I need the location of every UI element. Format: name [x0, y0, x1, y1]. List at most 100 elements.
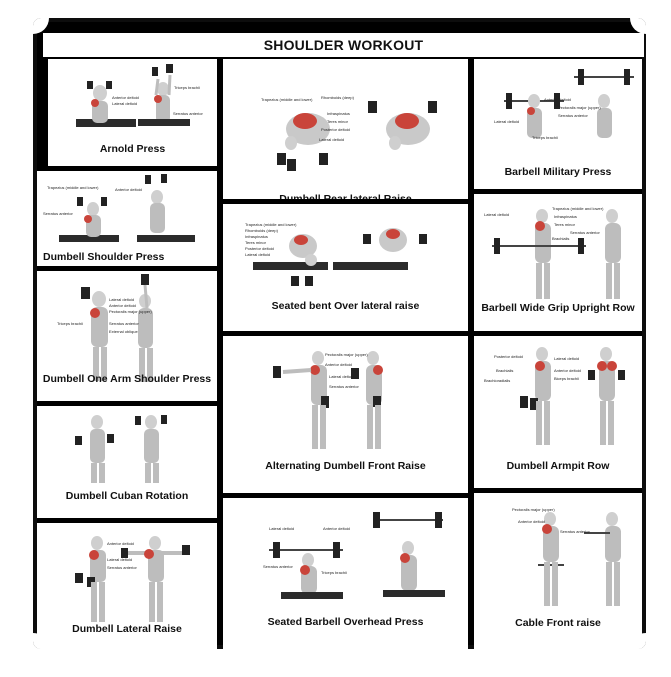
exercise-caption: Dumbell Cuban Rotation	[65, 490, 189, 502]
seated-barbell-press-figures-icon: Lateral deltoid Anterior deltoid Serratu…	[263, 512, 445, 599]
label-infraspinatus: Infraspinatus	[327, 111, 350, 116]
label-triceps-brachii: Triceps brachii	[532, 135, 558, 140]
label-lateral-deltoid: Lateral deltoid	[329, 374, 354, 379]
panel-dumbell-armpit-row: Posterior deltoid Lateral deltoid Brachi…	[474, 336, 642, 488]
dumbell-one-arm-press-figures-icon: Lateral deltoid Anterior deltoid Pectora…	[57, 274, 153, 382]
label-rhomboids-deep: Rhomboids (deep)	[321, 95, 355, 100]
label-anterior-deltoid: Anterior deltoid	[107, 541, 134, 546]
poster: SHOULDER WORKOUT Anterior deltoid Latera…	[37, 22, 644, 649]
label-anterior-deltoid: Anterior deltoid	[518, 519, 545, 524]
label-serratus-anterior: Serratus anterior	[560, 529, 590, 534]
label-posterior-deltoid: Posterior deltoid	[321, 127, 350, 132]
label-teres-minor: Teres minor	[245, 240, 267, 245]
label-brachialis: Brachialis	[552, 236, 569, 241]
label-pectoralis-major-upper: Pectoralis major (upper)	[325, 352, 368, 357]
panel-dumbell-rear-lateral-raise: Trapezius (middle and lower) Rhomboids (…	[223, 59, 468, 199]
panel-barbell-wide-grip-upright-row: Trapezius (middle and lower) Infraspinat…	[474, 194, 642, 331]
rear-lateral-raise-figures-icon: Trapezius (middle and lower) Rhomboids (…	[261, 95, 437, 171]
exercise-caption: Dumbell Shoulder Press	[43, 251, 165, 263]
label-anterior-deltoid: Anterior deltoid	[112, 95, 139, 100]
label-lateral-deltoid: Lateral deltoid	[269, 526, 294, 531]
label-trapezius: Trapezius (middle and lower)	[47, 185, 99, 190]
label-anterior-deltoid: Anterior deltoid	[115, 187, 142, 192]
panel-dumbell-cuban-rotation: Dumbell Cuban Rotation	[37, 406, 217, 518]
panel-seated-bent-over-lateral-raise: Trapezius (middle and lower) Rhomboids (…	[223, 204, 468, 331]
seated-bent-over-figures-icon: Trapezius (middle and lower) Rhomboids (…	[245, 222, 427, 286]
exercise-caption: Dumbell Armpit Row	[506, 460, 610, 472]
panel-barbell-military-press: Anterior deltoid Pectoralis major (upper…	[474, 59, 642, 189]
exercise-caption: Barbell Wide Grip Upright Row	[481, 302, 635, 314]
label-biceps-brachii: Biceps brachii	[554, 376, 579, 381]
panel-alternating-dumbell-front-raise: Pectoralis major (upper) Anterior deltoi…	[223, 336, 468, 493]
label-external-oblique: External oblique	[109, 329, 138, 334]
barbell-military-press-figures-icon: Anterior deltoid Pectoralis major (upper…	[494, 69, 634, 140]
label-serratus-anterior: Serratus anterior	[329, 384, 359, 389]
label-triceps-brachii: Triceps brachii	[57, 321, 83, 326]
front-raise-figures-icon: Pectoralis major (upper) Anterior deltoi…	[273, 351, 383, 449]
label-lateral-deltoid: Lateral deltoid	[112, 101, 137, 106]
exercise-caption: Seated bent Over lateral raise	[271, 300, 420, 312]
label-teres-minor: Teres minor	[554, 222, 576, 227]
label-lateral-deltoid: Lateral deltoid	[554, 356, 579, 361]
label-lateral-deltoid: Lateral deltoid	[494, 119, 519, 124]
dumbell-shoulder-press-figures-icon: Trapezius (middle and lower) Anterior de…	[43, 174, 195, 242]
label-teres-minor: Teres minor	[327, 119, 349, 124]
label-anterior-deltoid: Anterior deltoid	[325, 362, 352, 367]
label-brachioradialis: Brachioradialis	[484, 378, 510, 383]
dumbell-cuban-rotation-figures-icon	[75, 415, 167, 483]
exercise-caption: Barbell Military Press	[504, 166, 612, 178]
panel-dumbell-one-arm-shoulder-press: Lateral deltoid Anterior deltoid Pectora…	[37, 271, 217, 401]
label-infraspinatus: Infraspinatus	[245, 234, 268, 239]
poster-frame: SHOULDER WORKOUT Anterior deltoid Latera…	[33, 18, 646, 649]
label-serratus-anterior: Serratus anterior	[263, 564, 293, 569]
label-triceps-brachii: Triceps brachii	[321, 570, 347, 575]
label-triceps-brachii: Triceps brachii	[174, 85, 200, 90]
label-lateral-deltoid: Lateral deltoid	[319, 137, 344, 142]
label-lateral-deltoid: Lateral deltoid	[107, 557, 132, 562]
panel-cable-front-raise: Pectoralis major (upper) Anterior deltoi…	[474, 493, 642, 649]
page-title: SHOULDER WORKOUT	[263, 37, 424, 53]
label-infraspinatus: Infraspinatus	[554, 214, 577, 219]
label-trapezius: Trapezius (middle and lower)	[245, 222, 297, 227]
label-anterior-deltoid: Anterior deltoid	[554, 368, 581, 373]
label-lateral-deltoid: Lateral deltoid	[109, 297, 134, 302]
exercise-caption: Dumbell One Arm Shoulder Press	[42, 373, 212, 385]
label-posterior-deltoid: Posterior deltoid	[494, 354, 523, 359]
panel-dumbell-shoulder-press: Trapezius (middle and lower) Anterior de…	[37, 171, 217, 266]
upright-row-figures-icon: Trapezius (middle and lower) Infraspinat…	[484, 206, 621, 299]
label-anterior-deltoid: Anterior deltoid	[544, 97, 571, 102]
exercise-caption: Dumbell Rear lateral Raise	[279, 193, 412, 199]
label-lateral-deltoid: Lateral deltoid	[245, 252, 270, 257]
label-rhomboids-deep: Rhomboids (deep)	[245, 228, 279, 233]
title-bar: SHOULDER WORKOUT	[43, 33, 644, 57]
label-trapezius: Trapezius (middle and lower)	[261, 97, 313, 102]
exercise-caption: Seated Barbell Overhead Press	[267, 616, 424, 628]
exercise-caption: Dumbell Lateral Raise	[72, 623, 182, 635]
label-serratus-anterior: Serratus anterior	[173, 111, 203, 116]
panel-dumbell-lateral-raise: Anterior deltoid Lateral deltoid Serratu…	[37, 523, 217, 649]
dumbell-lateral-raise-figures-icon: Anterior deltoid Lateral deltoid Serratu…	[75, 536, 190, 622]
exercise-caption: Arnold Press	[99, 143, 166, 155]
label-pectoralis-major-upper: Pectoralis major (upper)	[558, 105, 601, 110]
panel-arnold-press: Anterior deltoid Lateral deltoid Triceps…	[48, 59, 217, 166]
label-anterior-deltoid: Anterior deltoid	[323, 526, 350, 531]
label-pectoralis-major-upper: Pectoralis major (upper)	[512, 507, 555, 512]
label-serratus-anterior: Serratus anterior	[109, 321, 139, 326]
frame-corner	[630, 633, 646, 649]
label-lateral-deltoid: Lateral deltoid	[484, 212, 509, 217]
label-pectoralis-major-upper: Pectoralis major (upper)	[109, 309, 152, 314]
label-posterior-deltoid: Posterior deltoid	[245, 246, 274, 251]
label-brachialis: Brachialis	[496, 368, 513, 373]
label-serratus-anterior: Serratus anterior	[107, 565, 137, 570]
arnold-press-figures-icon: Anterior deltoid Lateral deltoid Triceps…	[76, 64, 203, 127]
exercise-caption: Alternating Dumbell Front Raise	[265, 460, 426, 472]
label-serratus-anterior: Serratus anterior	[570, 230, 600, 235]
exercise-caption: Cable Front raise	[515, 617, 601, 629]
panel-seated-barbell-overhead-press: Lateral deltoid Anterior deltoid Serratu…	[223, 498, 468, 649]
label-trapezius: Trapezius (middle and lower)	[552, 206, 604, 211]
cable-front-raise-figures-icon: Pectoralis major (upper) Anterior deltoi…	[512, 507, 621, 606]
label-serratus-anterior: Serratus anterior	[43, 211, 73, 216]
label-serratus-anterior: Serratus anterior	[558, 113, 588, 118]
armpit-row-figures-icon: Posterior deltoid Lateral deltoid Brachi…	[484, 347, 625, 445]
label-anterior-deltoid: Anterior deltoid	[109, 303, 136, 308]
